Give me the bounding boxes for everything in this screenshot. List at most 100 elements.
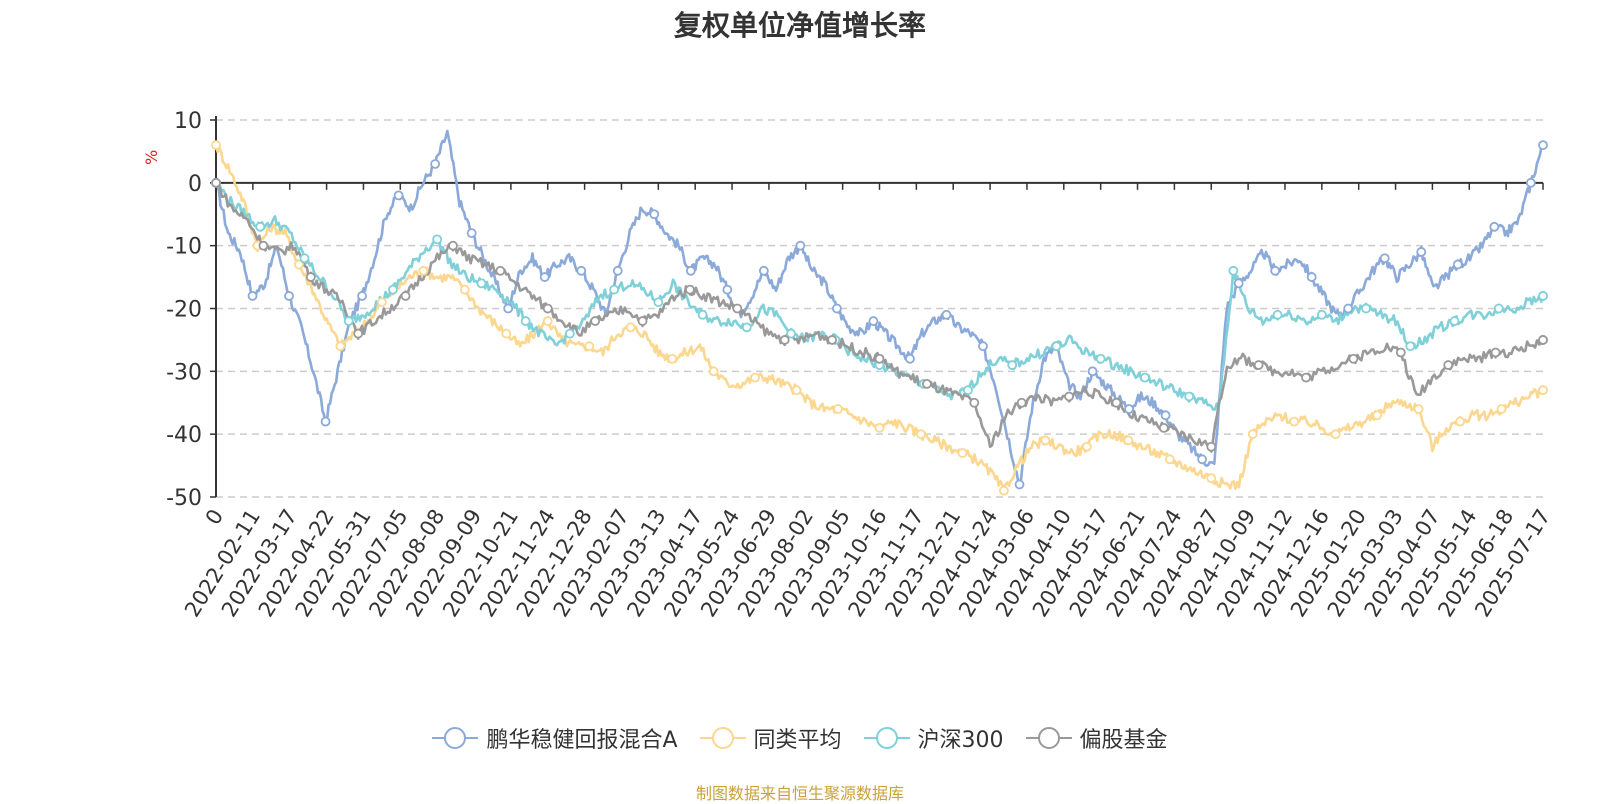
data-point xyxy=(1538,291,1548,301)
data-point xyxy=(1081,441,1092,452)
data-point xyxy=(905,353,915,364)
legend-swatch-icon xyxy=(1025,726,1072,750)
data-point xyxy=(795,240,806,251)
data-point xyxy=(963,385,973,396)
data-point xyxy=(1452,259,1463,270)
data-point xyxy=(612,265,623,276)
data-point xyxy=(520,316,531,326)
data-point xyxy=(430,159,441,169)
data-point xyxy=(921,378,932,389)
data-point xyxy=(1496,404,1507,414)
data-point xyxy=(284,291,294,301)
data-point xyxy=(335,341,346,352)
data-point xyxy=(1301,372,1311,383)
data-point xyxy=(1160,410,1171,421)
data-point xyxy=(1405,341,1416,352)
data-point xyxy=(1413,404,1424,414)
legend-item[interactable]: 鹏华稳健回报混合A xyxy=(432,722,678,754)
data-point xyxy=(211,140,221,151)
data-point xyxy=(294,259,304,270)
data-point xyxy=(791,385,802,396)
data-point xyxy=(1040,435,1051,446)
data-point xyxy=(1348,353,1359,364)
data-point xyxy=(750,372,760,383)
legend-label: 沪深300 xyxy=(917,728,1004,753)
data-point xyxy=(1493,303,1504,314)
legend-item[interactable]: 同类平均 xyxy=(699,722,842,754)
data-point xyxy=(305,272,316,282)
data-point xyxy=(1016,397,1027,408)
legend-item[interactable]: 沪深300 xyxy=(863,722,1004,754)
data-point xyxy=(1270,265,1281,276)
axis-labels: 100-10-20-30-40-50%02022-02-112022-03-17… xyxy=(142,109,1555,621)
data-point xyxy=(1289,416,1300,427)
data-point xyxy=(539,272,550,282)
y-tick-label: -50 xyxy=(166,486,202,511)
data-point xyxy=(1395,347,1406,358)
data-point xyxy=(1489,221,1500,232)
data-point xyxy=(1379,253,1390,264)
data-point xyxy=(1158,422,1169,433)
chart-title: 复权单位净值增长率 xyxy=(673,9,926,42)
data-point xyxy=(732,303,743,314)
data-point xyxy=(1111,397,1122,408)
data-point xyxy=(1538,335,1548,345)
y-tick-label: -10 xyxy=(166,235,202,260)
data-point xyxy=(299,253,310,264)
data-point xyxy=(1525,177,1536,188)
data-point xyxy=(1416,247,1427,257)
legend-label: 同类平均 xyxy=(753,728,842,753)
data-point xyxy=(1197,454,1208,465)
data-point xyxy=(722,284,733,295)
legend-swatch-icon xyxy=(699,726,746,750)
data-point xyxy=(1007,360,1018,370)
data-point xyxy=(255,221,266,232)
data-point xyxy=(625,322,636,333)
data-point xyxy=(1538,140,1548,151)
data-point xyxy=(978,341,988,352)
data-point xyxy=(1343,303,1354,314)
legend-swatch-icon xyxy=(432,726,479,750)
data-point xyxy=(247,291,258,301)
data-point xyxy=(1253,360,1264,370)
data-point xyxy=(1124,404,1134,414)
data-point xyxy=(1538,385,1548,396)
data-point xyxy=(653,297,664,308)
data-point xyxy=(1449,316,1460,326)
data-point xyxy=(1228,265,1239,276)
data-point xyxy=(388,284,398,295)
data-point xyxy=(1361,303,1371,314)
data-point xyxy=(1330,429,1341,440)
data-point xyxy=(786,328,796,339)
data-point xyxy=(400,291,411,301)
data-point xyxy=(685,265,696,276)
data-point xyxy=(459,284,470,295)
data-point xyxy=(609,284,619,295)
data-point xyxy=(376,297,387,308)
y-tick-label: -30 xyxy=(166,360,202,385)
data-point xyxy=(1184,391,1195,402)
data-point xyxy=(353,328,364,339)
data-point xyxy=(448,240,458,251)
series-line xyxy=(214,129,1544,487)
data-point xyxy=(941,309,952,320)
series-markers xyxy=(211,140,1548,496)
axes xyxy=(210,116,1544,498)
data-point xyxy=(999,485,1009,496)
data-point xyxy=(542,303,553,314)
data-point xyxy=(1064,391,1074,402)
data-point xyxy=(1306,272,1317,282)
data-point xyxy=(590,316,601,326)
data-point xyxy=(1206,441,1217,452)
y-tick-label: -40 xyxy=(166,423,202,448)
data-point xyxy=(667,353,678,364)
legend-item[interactable]: 偏股基金 xyxy=(1025,722,1168,754)
data-point xyxy=(1455,416,1465,427)
data-point xyxy=(320,416,331,427)
y-tick-label: 10 xyxy=(174,109,202,134)
y-tick-label: 0 xyxy=(188,172,202,197)
data-point xyxy=(343,316,354,326)
data-point xyxy=(1164,454,1175,465)
data-point xyxy=(258,240,269,251)
data-point xyxy=(637,316,648,326)
